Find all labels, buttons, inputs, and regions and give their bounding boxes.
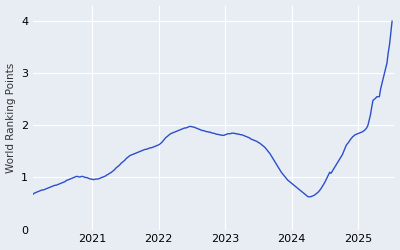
Y-axis label: World Ranking Points: World Ranking Points: [6, 62, 16, 173]
